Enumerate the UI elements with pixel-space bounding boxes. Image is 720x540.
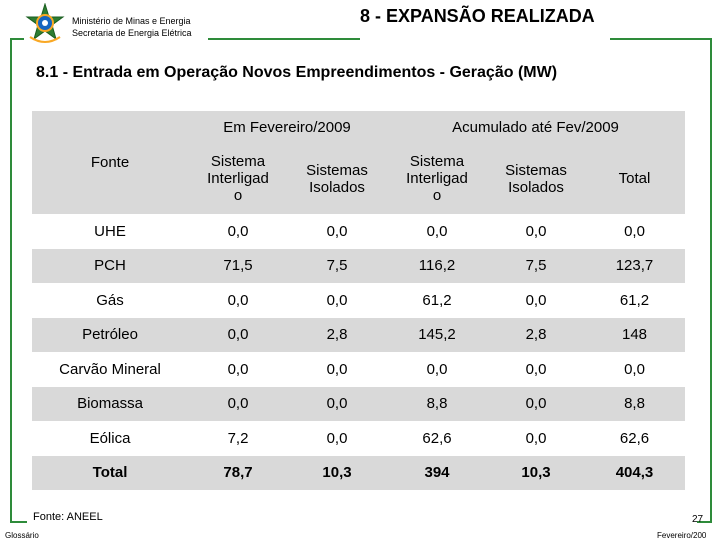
header-fonte: Fonte <box>32 111 188 214</box>
cell-total: 404,3 <box>584 455 685 490</box>
cell-feb-si: 0,0 <box>188 386 288 421</box>
cell-acc-iso: 0,0 <box>488 214 584 249</box>
header-acc-isolados-line2: Isolados <box>508 178 564 196</box>
frame-bottom-right-line <box>697 521 712 523</box>
table-header-group-row: Fonte Em Fevereiro/2009 Acumulado até Fe… <box>32 111 685 214</box>
cell-total: 0,0 <box>584 352 685 387</box>
cell-fonte: Gás <box>32 283 188 318</box>
section-subtitle: 8.1 - Entrada em Operação Novos Empreend… <box>36 64 558 81</box>
cell-feb-si: 0,0 <box>188 214 288 249</box>
cell-acc-iso: 0,0 <box>488 421 584 456</box>
frame-left-line <box>10 38 12 522</box>
cell-feb-si: 7,2 <box>188 421 288 456</box>
frame-bottom-left-line <box>10 521 27 523</box>
cell-acc-si: 62,6 <box>386 421 488 456</box>
cell-acc-iso: 0,0 <box>488 283 584 318</box>
brazil-coat-of-arms-icon <box>25 3 65 43</box>
header-total: Total <box>584 143 685 214</box>
cell-feb-si: 71,5 <box>188 248 288 283</box>
page-date: Fevereiro/200 <box>657 531 707 540</box>
header-feb-isolados-line1: Sistemas <box>306 161 368 179</box>
header-feb-interligado-line3: o <box>233 187 243 204</box>
cell-acc-si: 8,8 <box>386 386 488 421</box>
cell-feb-si: 78,7 <box>188 455 288 490</box>
cell-feb-iso: 10,3 <box>288 455 386 490</box>
cell-feb-iso: 2,8 <box>288 317 386 352</box>
cell-acc-si: 61,2 <box>386 283 488 318</box>
header-acc-isolados: Sistemas Isolados <box>488 143 584 214</box>
header-group-february: Em Fevereiro/2009 <box>188 111 386 143</box>
frame-top-line <box>208 38 360 40</box>
header-acc-interligado-line3: o <box>432 187 442 204</box>
generation-table: Fonte Em Fevereiro/2009 Acumulado até Fe… <box>32 111 685 490</box>
table-row: Total 78,7 10,3 394 10,3 404,3 <box>32 455 685 490</box>
frame-right-line <box>710 38 712 522</box>
cell-acc-iso: 2,8 <box>488 317 584 352</box>
cell-feb-si: 0,0 <box>188 317 288 352</box>
ministry-line-2: Secretaria de Energia Elétrica <box>72 28 192 38</box>
cell-total: 148 <box>584 317 685 352</box>
cell-acc-si: 145,2 <box>386 317 488 352</box>
header-acc-interligado-line2: Interligad <box>406 170 468 187</box>
cell-acc-iso: 7,5 <box>488 248 584 283</box>
cell-total: 8,8 <box>584 386 685 421</box>
header-feb-interligado-line2: Interligad <box>207 170 269 187</box>
cell-total: 61,2 <box>584 283 685 318</box>
cell-total: 0,0 <box>584 214 685 249</box>
header-feb-interligado-line1: Sistema <box>210 153 266 170</box>
table-row: Biomassa 0,0 0,0 8,8 0,0 8,8 <box>32 386 685 421</box>
table-row: Eólica 7,2 0,0 62,6 0,0 62,6 <box>32 421 685 456</box>
header-acc-interligado: Sistema Interligad o <box>386 143 488 214</box>
header-acc-interligado-line1: Sistema <box>409 153 465 170</box>
source-note: Fonte: ANEEL <box>33 511 103 523</box>
page-title: 8 - EXPANSÃO REALIZADA <box>360 6 595 26</box>
cell-feb-iso: 0,0 <box>288 421 386 456</box>
cell-acc-si: 116,2 <box>386 248 488 283</box>
table-row: Petróleo 0,0 2,8 145,2 2,8 148 <box>32 317 685 352</box>
cell-acc-si: 0,0 <box>386 214 488 249</box>
cell-feb-iso: 0,0 <box>288 214 386 249</box>
page-number: 27 <box>692 514 704 525</box>
cell-acc-si: 0,0 <box>386 352 488 387</box>
cell-fonte: Eólica <box>32 421 188 456</box>
cell-acc-iso: 0,0 <box>488 386 584 421</box>
cell-fonte: PCH <box>32 248 188 283</box>
table-row: UHE 0,0 0,0 0,0 0,0 0,0 <box>32 214 685 249</box>
cell-feb-iso: 0,0 <box>288 352 386 387</box>
cell-acc-si: 394 <box>386 455 488 490</box>
frame-top-right-line <box>610 38 712 40</box>
cell-fonte: Carvão Mineral <box>32 352 188 387</box>
header-feb-isolados-line2: Isolados <box>309 178 365 196</box>
frame-top-left-line <box>10 38 24 40</box>
table-header-sub-row: Sistema Interligad o Sistemas Isolados Sist… <box>32 143 685 214</box>
table-row: Carvão Mineral 0,0 0,0 0,0 0,0 0,0 <box>32 352 685 387</box>
cell-feb-iso: 0,0 <box>288 283 386 318</box>
cell-total: 62,6 <box>584 421 685 456</box>
cell-feb-si: 0,0 <box>188 283 288 318</box>
header-acc-isolados-line1: Sistemas <box>505 161 567 179</box>
cell-acc-iso: 0,0 <box>488 352 584 387</box>
table-row: PCH 71,5 7,5 116,2 7,5 123,7 <box>32 248 685 283</box>
ministry-name: Ministério de Minas e Energia Secretaria… <box>72 15 192 39</box>
table-row: Gás 0,0 0,0 61,2 0,0 61,2 <box>32 283 685 318</box>
cell-total: 123,7 <box>584 248 685 283</box>
cell-feb-iso: 0,0 <box>288 386 386 421</box>
glossary-link[interactable]: Glossário <box>5 531 39 540</box>
header-feb-isolados: Sistemas Isolados <box>288 143 386 214</box>
cell-fonte: UHE <box>32 214 188 249</box>
header-group-accumulated: Acumulado até Fev/2009 <box>386 111 685 143</box>
cell-feb-si: 0,0 <box>188 352 288 387</box>
cell-acc-iso: 10,3 <box>488 455 584 490</box>
cell-feb-iso: 7,5 <box>288 248 386 283</box>
cell-fonte: Total <box>32 455 188 490</box>
cell-fonte: Petróleo <box>32 317 188 352</box>
cell-fonte: Biomassa <box>32 386 188 421</box>
header-feb-interligado: Sistema Interligad o <box>188 143 288 214</box>
ministry-line-1: Ministério de Minas e Energia <box>72 16 191 26</box>
